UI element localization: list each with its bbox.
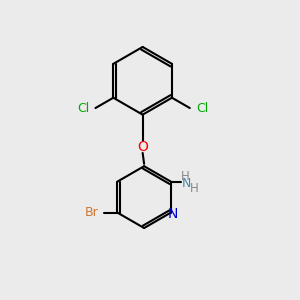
Text: Cl: Cl (77, 102, 89, 115)
Text: H: H (181, 170, 190, 183)
Text: O: O (137, 140, 148, 154)
Text: H: H (190, 182, 198, 195)
Text: N: N (182, 177, 191, 190)
Text: Br: Br (84, 206, 98, 219)
Text: Cl: Cl (196, 102, 208, 115)
Text: N: N (167, 207, 178, 221)
